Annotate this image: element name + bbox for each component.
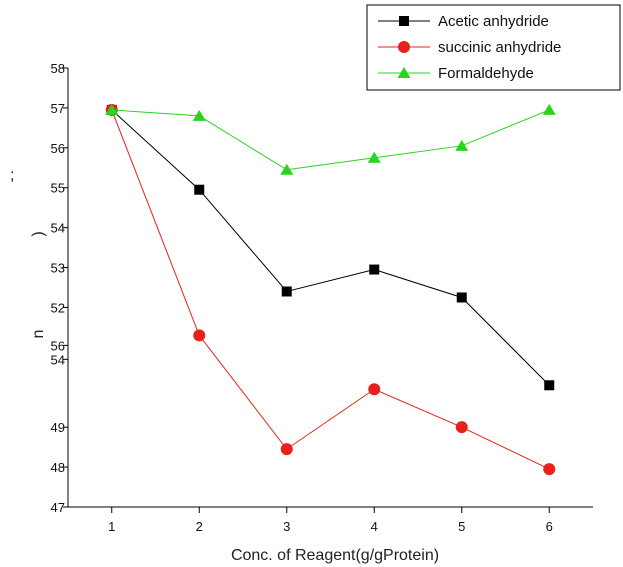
series-formaldehyde [105, 103, 556, 175]
data-point-succinic-anhydride [543, 463, 556, 476]
y-tick-label: 54 [51, 352, 65, 367]
series-line-acetic-anhydride [111, 109, 550, 386]
data-point-formaldehyde [105, 103, 119, 115]
x-axis-title: Conc. of Reagent(g/gProtein) [231, 547, 439, 564]
legend-label: Formaldehyde [438, 65, 534, 82]
series-succinic-anhydride [105, 103, 556, 476]
y-tick-label: 57 [51, 101, 65, 116]
x-tick-label: 4 [371, 519, 378, 534]
legend-items: Acetic anhydride succinic anhydride Formal… [378, 13, 561, 82]
data-point-acetic-anhydride [194, 184, 205, 195]
data-point-succinic-anhydride [368, 383, 381, 396]
data-point-acetic-anhydride [369, 264, 380, 275]
y-tick-label: 52 [51, 300, 65, 315]
data-point-succinic-anhydride [455, 421, 468, 434]
x-ticks: 1 2 3 4 5 6 [108, 507, 553, 534]
data-point-formaldehyde [367, 151, 381, 163]
chart-axes [67, 68, 593, 508]
y-tick-label: 47 [51, 500, 65, 515]
legend-marker-formaldehyde [397, 67, 411, 78]
y-axis-fragment-2: ) [30, 231, 47, 236]
data-point-formaldehyde [280, 163, 294, 175]
data-point-acetic-anhydride [281, 286, 292, 297]
y-tick-label: 48 [51, 460, 65, 475]
legend-item-acetic-anhydride: Acetic anhydride [378, 13, 549, 30]
legend-marker-succinic-anhydride [398, 41, 410, 53]
legend-item-succinic-anhydride: succinic anhydride [378, 39, 561, 56]
y-tick-label: 53 [51, 261, 65, 276]
legend-label: Acetic anhydride [438, 13, 549, 30]
legend-label: succinic anhydride [438, 39, 561, 56]
x-tick-label: 3 [283, 519, 290, 534]
series-layer [105, 103, 556, 476]
x-tick-label: 6 [546, 519, 553, 534]
series-line-succinic-anhydride [111, 109, 550, 470]
chart-legend: Acetic anhydride succinic anhydride Formal… [366, 4, 621, 91]
data-point-acetic-anhydride [456, 292, 467, 303]
y-tick-label: 54 [51, 221, 65, 236]
y-axis-fragment-3: n [30, 330, 47, 339]
x-tick-label: 2 [196, 519, 203, 534]
legend-item-formaldehyde: Formaldehyde [378, 65, 534, 82]
legend-marker-acetic-anhydride [399, 16, 409, 26]
data-point-succinic-anhydride [280, 443, 293, 456]
x-tick-label: 1 [108, 519, 115, 534]
y-axis-fragment-1: ; [10, 167, 14, 184]
data-point-succinic-anhydride [193, 329, 206, 342]
y-tick-label: 56 [51, 141, 65, 156]
data-point-formaldehyde [542, 103, 556, 115]
y-tick-label: 55 [51, 181, 65, 196]
series-acetic-anhydride [106, 104, 555, 391]
data-point-formaldehyde [192, 109, 206, 121]
series-line-formaldehyde [111, 109, 550, 171]
data-point-formaldehyde [455, 139, 469, 151]
x-tick-label: 5 [458, 519, 465, 534]
data-point-acetic-anhydride [544, 380, 555, 391]
y-tick-label: 58 [51, 61, 65, 76]
y-tick-label: 56 [51, 338, 65, 353]
y-tick-label: 49 [51, 420, 65, 435]
